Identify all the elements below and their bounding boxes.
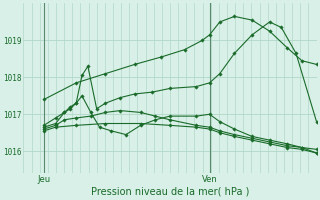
X-axis label: Pression niveau de la mer( hPa ): Pression niveau de la mer( hPa ) <box>91 187 249 197</box>
